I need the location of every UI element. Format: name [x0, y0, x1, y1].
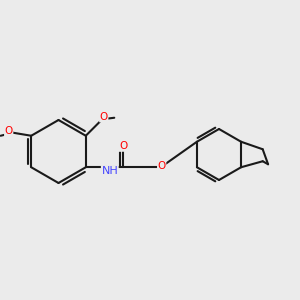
Text: NH: NH	[101, 166, 118, 176]
Text: O: O	[158, 161, 166, 171]
Text: O: O	[100, 112, 108, 122]
Text: O: O	[4, 126, 13, 136]
Text: O: O	[119, 141, 128, 151]
